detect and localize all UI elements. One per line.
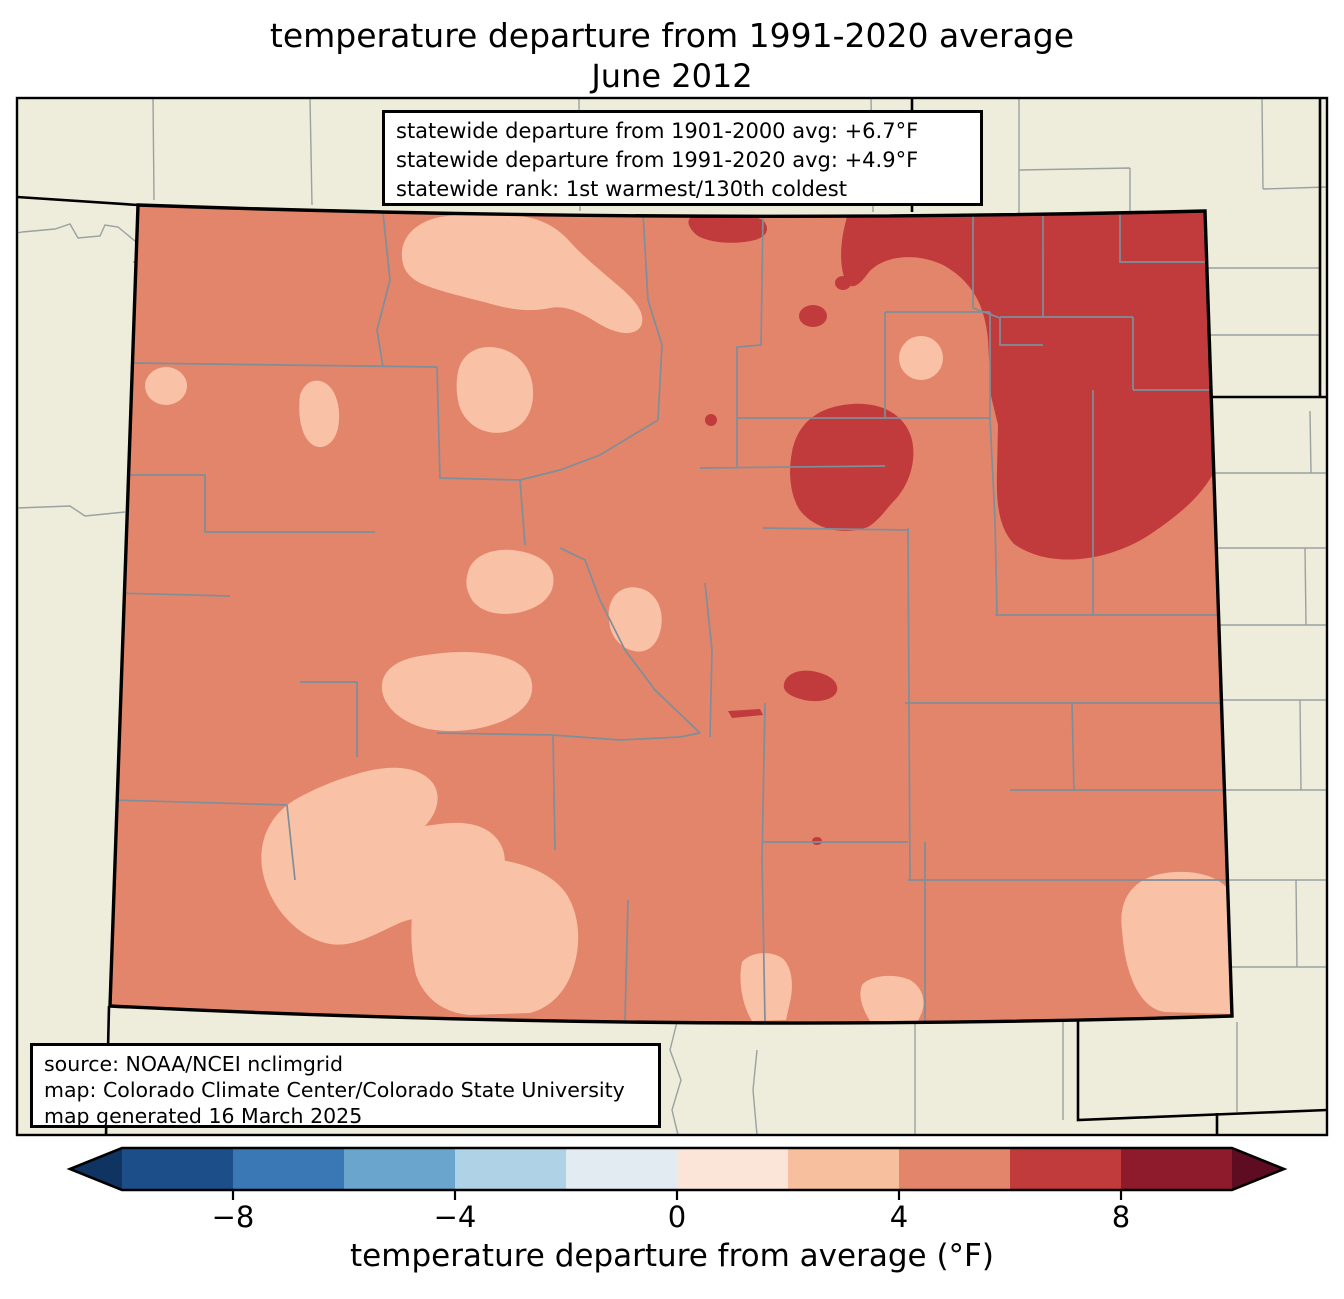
tick-label-zero: 0 (667, 1200, 687, 1234)
tick-label-plus4: 4 (889, 1200, 909, 1234)
axes-frame (15, 96, 1329, 1137)
light-anomaly-patches (145, 213, 1232, 1021)
colorbar-tick-marks (231, 1190, 1123, 1200)
dark-anomaly-patches (688, 212, 1216, 845)
figure-subtitle: June 2012 (591, 57, 753, 95)
colorbar-outline (66, 1146, 1288, 1192)
colorado-county-lines (111, 211, 1228, 1022)
credits-generated: map generated 16 March 2025 (44, 1104, 363, 1128)
colorbar-axis-label: temperature departure from average (°F) (350, 1238, 994, 1274)
tick-label-plus8: 8 (1111, 1200, 1131, 1234)
colorbar-left-arrow (70, 1148, 122, 1190)
tick-label-minus8: −8 (211, 1200, 255, 1234)
figure-title: temperature departure from 1991-2020 ave… (269, 16, 1075, 55)
statewide-stats-box: statewide departure from 1901-2000 avg: … (382, 110, 983, 206)
colorbar-right-arrow (1232, 1148, 1284, 1190)
tick-label-minus4: −4 (433, 1200, 477, 1234)
credits-map: map: Colorado Climate Center/Colorado St… (44, 1078, 625, 1102)
colorbar-segments (70, 1148, 1284, 1190)
stats-line-1991-2020: statewide departure from 1991-2020 avg: … (396, 148, 919, 172)
colorbar (66, 1146, 1288, 1200)
stats-line-1901-2000: statewide departure from 1901-2000 avg: … (396, 119, 919, 143)
colorado-state-border (108, 203, 1234, 1025)
stats-line-rank: statewide rank: 1st warmest/130th coldes… (396, 177, 847, 201)
credits-box: source: NOAA/NCEI nclimgrid map: Colorad… (30, 1043, 661, 1128)
credits-source: source: NOAA/NCEI nclimgrid (44, 1052, 344, 1076)
